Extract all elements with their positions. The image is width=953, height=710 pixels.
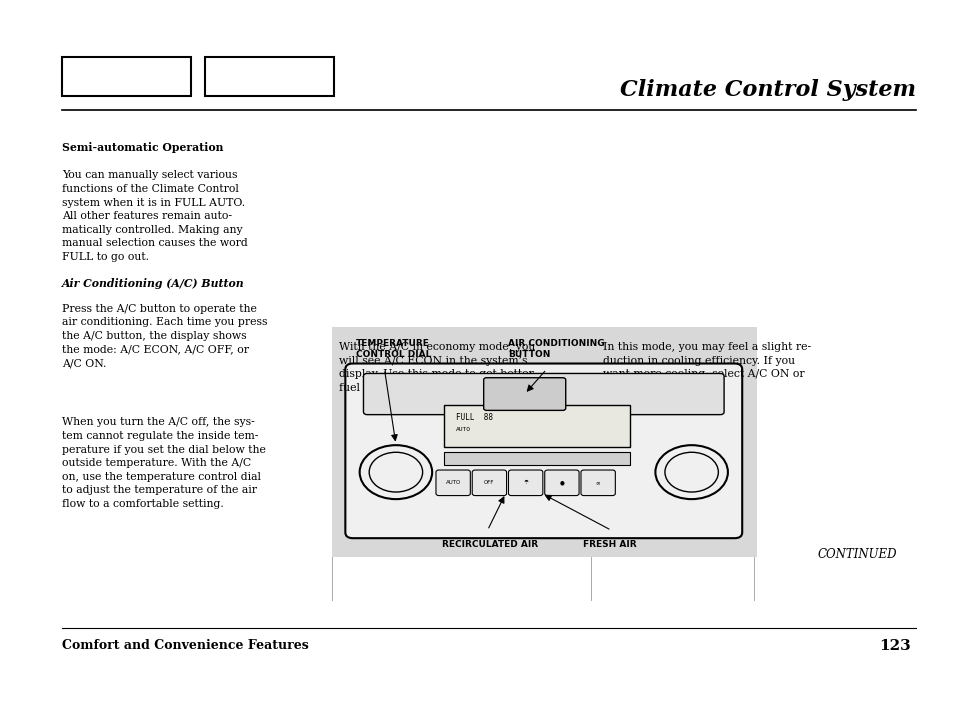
Text: With the A/C in economy mode, you
will see A/C ECON in the system’s
display. Use: With the A/C in economy mode, you will s… <box>338 342 535 393</box>
Text: AUTO: AUTO <box>456 427 471 432</box>
Text: 123: 123 <box>879 639 910 653</box>
Text: RECIRCULATED AIR: RECIRCULATED AIR <box>441 540 537 549</box>
Text: FRESH AIR: FRESH AIR <box>582 540 636 549</box>
FancyBboxPatch shape <box>443 452 629 465</box>
Text: TEMPERATURE
CONTROL DIAL: TEMPERATURE CONTROL DIAL <box>355 339 431 359</box>
Text: You can manually select various
functions of the Climate Control
system when it : You can manually select various function… <box>62 170 248 262</box>
FancyBboxPatch shape <box>443 405 629 447</box>
FancyBboxPatch shape <box>205 57 334 96</box>
FancyBboxPatch shape <box>62 57 191 96</box>
FancyBboxPatch shape <box>363 373 723 415</box>
Text: Climate Control System: Climate Control System <box>619 79 915 101</box>
Text: ∞: ∞ <box>596 480 599 486</box>
Text: FULL  88: FULL 88 <box>456 413 493 422</box>
Text: Press the A/C button to operate the
air conditioning. Each time you press
the A/: Press the A/C button to operate the air … <box>62 304 267 368</box>
FancyBboxPatch shape <box>580 470 615 496</box>
FancyBboxPatch shape <box>472 470 506 496</box>
FancyBboxPatch shape <box>345 364 741 538</box>
FancyBboxPatch shape <box>436 470 470 496</box>
Text: ☂: ☂ <box>522 480 528 486</box>
Text: CONTINUED: CONTINUED <box>817 548 896 561</box>
FancyBboxPatch shape <box>508 470 542 496</box>
Text: OFF: OFF <box>483 480 495 486</box>
Text: AUTO: AUTO <box>445 480 460 486</box>
Text: Semi-automatic Operation: Semi-automatic Operation <box>62 142 223 153</box>
Text: When you turn the A/C off, the sys-
tem cannot regulate the inside tem-
perature: When you turn the A/C off, the sys- tem … <box>62 417 266 509</box>
Text: ●: ● <box>559 480 563 486</box>
FancyBboxPatch shape <box>544 470 578 496</box>
Text: Air Conditioning (A/C) Button: Air Conditioning (A/C) Button <box>62 278 244 289</box>
Text: Comfort and Convenience Features: Comfort and Convenience Features <box>62 639 309 652</box>
FancyBboxPatch shape <box>483 378 565 410</box>
Text: In this mode, you may feel a slight re-
duction in cooling efficiency. If you
wa: In this mode, you may feel a slight re- … <box>602 342 810 393</box>
FancyBboxPatch shape <box>332 327 756 557</box>
Text: AIR CONDITIONING
BUTTON: AIR CONDITIONING BUTTON <box>508 339 604 359</box>
